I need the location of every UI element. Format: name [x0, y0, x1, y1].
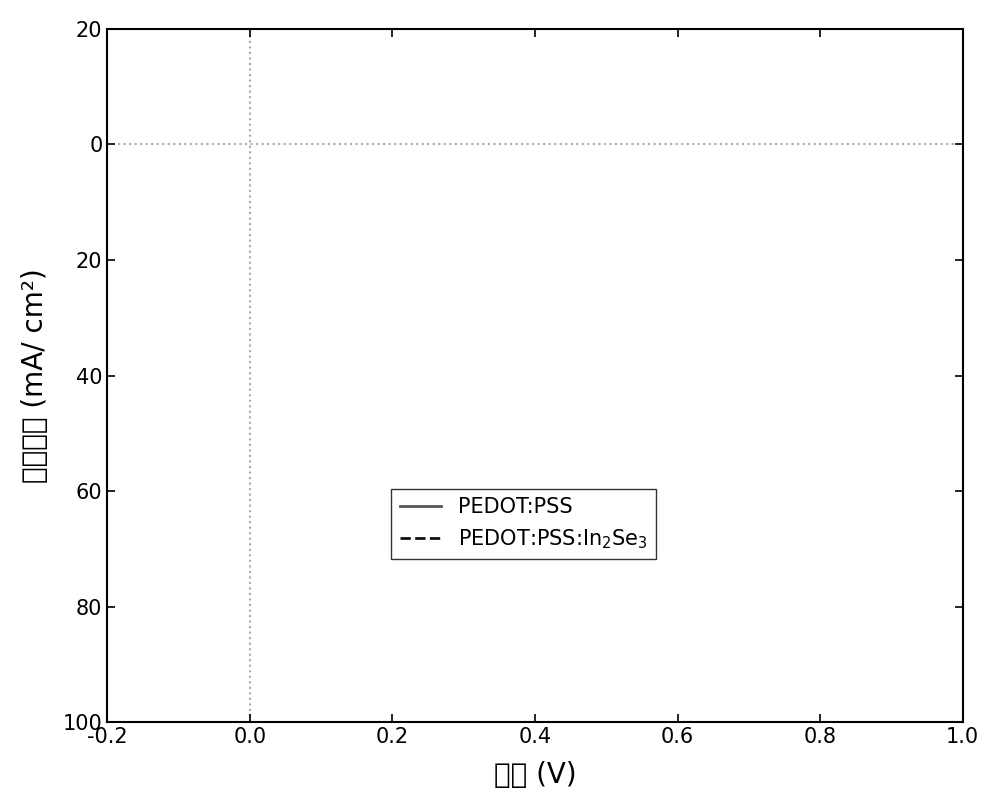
Y-axis label: 电流密度 (mA/ cm²): 电流密度 (mA/ cm²): [21, 268, 49, 483]
X-axis label: 电压 (V): 电压 (V): [494, 761, 576, 789]
Legend: PEDOT:PSS, PEDOT:PSS:In$_2$Se$_3$: PEDOT:PSS, PEDOT:PSS:In$_2$Se$_3$: [391, 488, 656, 560]
